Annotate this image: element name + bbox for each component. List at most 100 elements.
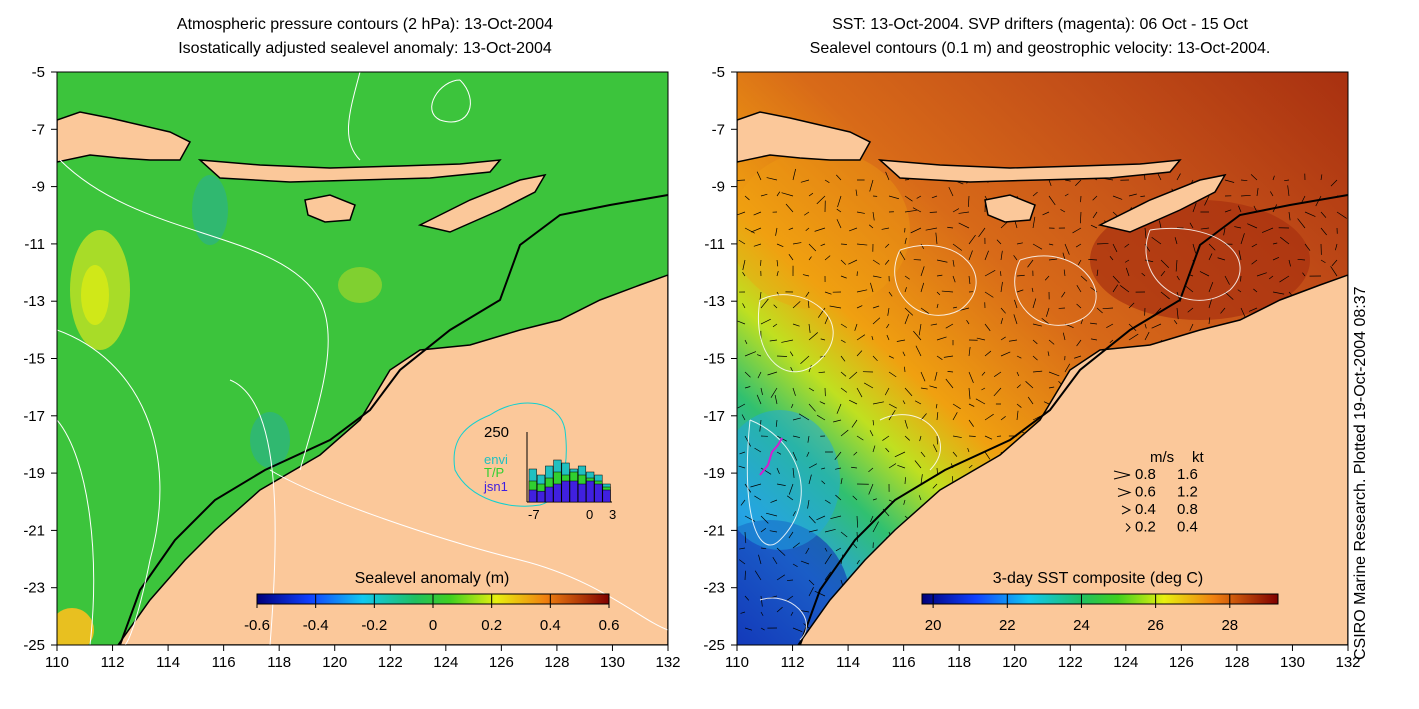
velocity-arrow [776, 451, 782, 455]
velocity-arrow [913, 330, 922, 341]
velocity-arrow [744, 339, 748, 345]
velocity-arrow [1090, 224, 1098, 229]
velocity-arrow [824, 315, 829, 325]
velocity-arrow [904, 307, 914, 316]
velocity-arrow [856, 350, 863, 357]
velocity-arrow [1287, 185, 1290, 197]
velocity-arrow [872, 445, 876, 453]
velocity-arrow [1160, 259, 1170, 268]
inset-bar [569, 480, 578, 503]
velocity-arrow [821, 480, 826, 485]
velocity-arrow [904, 275, 910, 280]
velocity-arrow [786, 579, 794, 581]
velocity-arrow [824, 291, 832, 295]
velocity-arrow [769, 339, 778, 342]
velocity-arrow [760, 467, 772, 475]
velocity-arrow [914, 400, 922, 405]
velocity-arrow [742, 271, 746, 277]
velocity-arrow [916, 195, 922, 199]
velocity-arrow [824, 179, 830, 183]
velocity-arrow [808, 529, 818, 533]
velocity-arrow [920, 243, 925, 249]
velocity-arrow [1192, 243, 1196, 254]
velocity-arrow [904, 179, 910, 181]
velocity-arrow [1096, 243, 1109, 245]
velocity-arrow [807, 300, 810, 309]
velocity-arrow [978, 227, 986, 238]
velocity-arrow [1016, 274, 1025, 277]
velocity-arrow [1176, 173, 1181, 181]
velocity-arrow [888, 291, 893, 297]
velocity-arrow [1297, 258, 1306, 261]
velocity-arrow [1000, 317, 1004, 325]
velocity-arrow [760, 595, 763, 607]
velocity-arrow [904, 477, 906, 485]
velocity-arrow [1096, 307, 1103, 314]
inset-bar [602, 489, 611, 503]
velocity-arrow [1124, 259, 1130, 263]
velocity-arrow [789, 351, 794, 357]
velocity-arrow [852, 495, 858, 501]
velocity-arrow [1000, 250, 1003, 261]
velocity-arrow [1208, 253, 1213, 261]
velocity-arrow [936, 355, 943, 360]
velocity-arrow [738, 239, 746, 245]
velocity-arrow [1027, 259, 1034, 268]
velocity-arrow [808, 463, 818, 469]
left-title-line1: Atmospheric pressure contours (2 hPa): 1… [176, 16, 554, 33]
velocity-arrow [888, 355, 894, 359]
velocity-arrow [872, 317, 881, 325]
velocity-arrow [1048, 371, 1060, 377]
land-sumba [304, 194, 356, 223]
velocity-key-ms: 0.2 [1135, 519, 1156, 536]
velocity-arrow [929, 385, 938, 389]
velocity-key-header-kt: kt [1192, 449, 1205, 466]
velocity-arrow [947, 371, 954, 373]
colorbar-tick-label: -0.2 [361, 617, 387, 634]
velocity-arrow [792, 451, 798, 461]
velocity-arrow [1224, 275, 1230, 285]
velocity-arrow [984, 350, 992, 357]
velocity-arrow [800, 610, 810, 613]
velocity-key-kt: 0.4 [1177, 519, 1198, 536]
velocity-arrow [919, 435, 922, 442]
velocity-arrow [1240, 307, 1246, 318]
velocity-arrow [800, 355, 810, 365]
velocity-arrow [1320, 211, 1327, 218]
inset-bar [553, 483, 562, 503]
sst-cool-water [737, 410, 840, 550]
velocity-arrow [904, 387, 913, 397]
velocity-arrow [854, 323, 858, 331]
velocity-arrow [1000, 271, 1002, 277]
velocity-arrow [818, 371, 826, 374]
velocity-arrow [904, 366, 906, 373]
velocity-arrow [1027, 396, 1034, 405]
velocity-arrow [756, 394, 762, 405]
velocity-arrow [920, 282, 925, 293]
velocity-arrow [788, 531, 794, 539]
velocity-arrow [786, 595, 794, 601]
velocity-arrow [785, 203, 794, 213]
velocity-arrow [1112, 243, 1118, 253]
right-map: m/s kt 0.8 1.60.6 1.20.4 0.80.2 0.4 3-day SS… [737, 72, 1348, 645]
velocity-arrow [805, 227, 810, 231]
velocity-arrow [770, 499, 778, 503]
velocity-key-arrow [1125, 523, 1131, 532]
velocity-arrow [976, 337, 986, 341]
velocity-arrow [915, 345, 922, 357]
velocity-arrow [737, 403, 746, 409]
land-nusa-tenggara [197, 159, 502, 183]
velocity-arrow [884, 259, 890, 265]
velocity-arrow [808, 243, 817, 252]
left-y-tick-label: -25 [23, 637, 45, 654]
velocity-arrow [868, 483, 874, 495]
velocity-arrow [802, 274, 810, 277]
velocity-arrow [896, 339, 906, 342]
velocity-arrow [1144, 323, 1147, 329]
anomaly-high-patch [338, 267, 382, 303]
velocity-arrow [952, 435, 962, 438]
velocity-arrow [936, 303, 939, 309]
velocity-arrow [1253, 288, 1258, 293]
velocity-arrow [820, 338, 826, 341]
velocity-arrow [1176, 307, 1179, 320]
